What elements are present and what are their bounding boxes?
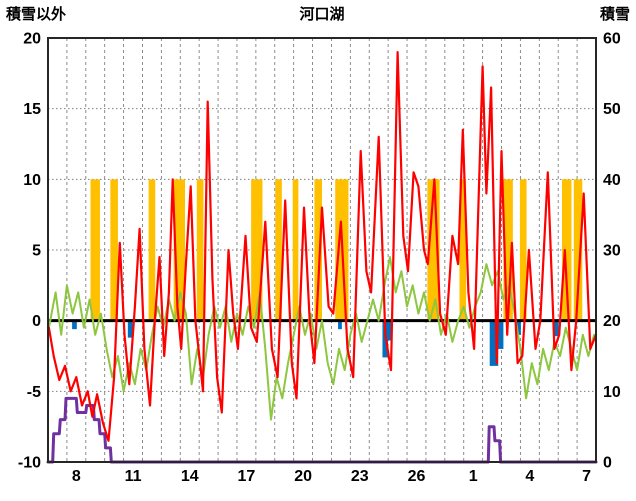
blue-bars-item (497, 320, 504, 349)
orange-bars (90, 179, 583, 321)
orange-bars-item (275, 179, 282, 321)
chart-text: 5 (32, 243, 41, 260)
orange-bars-item (173, 179, 185, 321)
blue-bars-item (516, 320, 521, 335)
orange-bars-item (519, 179, 527, 321)
orange-bars-item (110, 179, 118, 321)
orange-bars-item (503, 179, 513, 321)
orange-bars-item (314, 179, 322, 321)
chart-text: 7 (582, 468, 591, 485)
orange-bars-item (292, 179, 299, 321)
chart-text: 0 (32, 313, 41, 330)
chart-text: 積雪 (599, 5, 630, 23)
green-line (47, 256, 596, 421)
chart-text: -10 (18, 455, 41, 472)
left-axis-tick-labels: 20 15 10 5 0 -5 -10 (18, 31, 41, 472)
orange-bars-item (561, 179, 572, 321)
red-line (47, 50, 598, 442)
orange-bars-item (251, 179, 263, 321)
x-axis-tick-labels: 8 11 14 17 20 23 26 1 4 7 (72, 468, 591, 485)
chart-text: 20 (294, 468, 312, 485)
blue-bars-item (338, 320, 342, 330)
orange-bars-item (573, 179, 583, 321)
orange-bars-item (196, 179, 204, 321)
blue-bars-item (72, 320, 77, 330)
chart-text: 11 (125, 468, 142, 485)
chart-text: 10 (603, 384, 621, 401)
right-axis-tick-labels: 60 50 40 30 20 10 0 (603, 31, 621, 472)
chart-text: 40 (603, 172, 621, 189)
chart-text: 30 (603, 243, 621, 260)
chart-text: 60 (603, 31, 621, 48)
blue-bars-item (387, 320, 393, 341)
chart-text: 20 (23, 31, 41, 48)
chart-text: 0 (603, 455, 612, 472)
chart-text: 23 (351, 468, 369, 485)
blue-bars-item (489, 320, 499, 366)
purple-line (46, 396, 598, 464)
chart-text: 1 (469, 468, 478, 485)
chart-text: 20 (603, 313, 621, 330)
chart-text: 14 (181, 468, 199, 485)
chart-text: 4 (525, 468, 534, 485)
chart-text: 15 (23, 101, 41, 118)
orange-bars-item (148, 179, 156, 321)
blue-bars-item (553, 320, 559, 337)
orange-bars-item (90, 179, 100, 321)
chart-text: 積雪以外 (5, 5, 66, 23)
chart-text: 17 (238, 468, 256, 485)
chart-text: 10 (23, 172, 41, 189)
chart-titles: 河口湖 積雪以外 積雪 (5, 5, 630, 23)
chart-text: 50 (603, 101, 621, 118)
chart-text: 河口湖 (299, 5, 344, 23)
chart-text: 26 (408, 468, 426, 485)
orange-bars-item (459, 179, 467, 321)
chart-text: -5 (27, 384, 41, 401)
blue-bars-item (127, 320, 133, 338)
plot-border (47, 37, 597, 463)
chart-text: 8 (72, 468, 81, 485)
